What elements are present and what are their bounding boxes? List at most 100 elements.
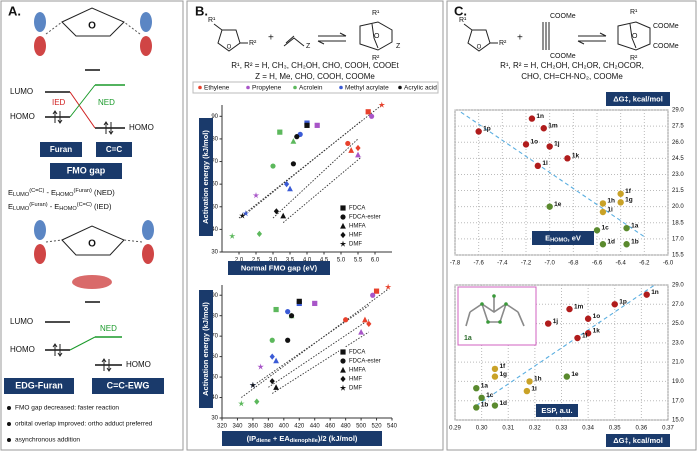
point [643, 291, 650, 298]
point [617, 190, 624, 197]
y-tick-label: 40 [211, 227, 218, 233]
mo-diagram [45, 84, 125, 135]
svg-text:O: O [477, 45, 482, 51]
legend-marker [339, 240, 347, 247]
text-part: LUMO [13, 192, 30, 198]
legend-frame [192, 81, 439, 94]
marker [269, 378, 275, 385]
label-box [50, 163, 122, 179]
bullet-text: FMO gap decreased: faster reaction [15, 405, 119, 412]
y-tick-label: 24.5 [672, 156, 684, 162]
marker [287, 185, 293, 192]
axis-title-box [606, 434, 670, 447]
x-tick-label: 2.5 [252, 258, 261, 264]
point-label: 1d [499, 400, 507, 407]
marker [304, 122, 310, 128]
axis-title-box [536, 404, 578, 417]
text-part: (C=C) [77, 202, 92, 208]
marker [249, 381, 257, 388]
legend-marker [340, 222, 346, 229]
y-tick-label: 19.0 [672, 379, 684, 385]
y-axis-title: Activation energy (kJ/mol) [201, 302, 210, 396]
marker [285, 337, 291, 343]
y-tick-label: 17.0 [672, 398, 684, 404]
x-tick-label: -7.6 [473, 261, 484, 267]
level-label: HOMO [126, 360, 151, 369]
box-label: Furan [50, 145, 72, 154]
legend-label: HMF [349, 377, 362, 383]
y-tick-label: 60 [211, 354, 218, 360]
atom [486, 320, 490, 324]
text-part: dienophile [290, 438, 318, 444]
point [584, 315, 592, 322]
point-label: 1a [631, 222, 639, 229]
point-label: 1j [553, 318, 559, 325]
x-tick-label: 0.29 [449, 426, 461, 432]
substituent-list: CHO, CH=CH-NO₂, COOMe [521, 72, 623, 81]
panel-label: A. [8, 3, 21, 18]
point [478, 394, 485, 402]
substituent: COOMe [653, 43, 679, 50]
legend-label: Ethylene [204, 85, 230, 92]
substituent: R¹ [459, 17, 467, 24]
x-tick-label: 440 [310, 424, 321, 430]
bullet [7, 438, 11, 442]
legend-label: Acrolein [299, 85, 323, 92]
marker [294, 134, 300, 140]
atom [504, 302, 508, 306]
point [599, 241, 607, 248]
text-part: + EA [271, 434, 291, 443]
legend-marker [339, 384, 347, 391]
bullet-text: orbital overlap improved: ortho adduct p… [15, 421, 153, 428]
reaction-scheme: O O [463, 21, 651, 52]
trend-line [460, 111, 645, 238]
marker [296, 298, 302, 304]
y-tick-label: 40 [211, 395, 218, 401]
point [491, 373, 499, 380]
box-label: FMO gap [67, 165, 106, 175]
marker [290, 138, 297, 144]
text-part: HOMO [59, 206, 77, 212]
ied-label: IED [52, 98, 66, 107]
x-tick-label: 0.33 [556, 426, 568, 432]
marker [369, 113, 375, 119]
text-part: ESP, a.u. [541, 406, 572, 415]
point [544, 320, 552, 327]
level-label: HOMO [10, 112, 35, 121]
ned-label: NED [98, 98, 115, 107]
point [473, 384, 480, 392]
x-tick-label: 0.36 [636, 426, 648, 432]
legend-marker [340, 349, 346, 355]
x-tick-label: 340 [232, 424, 243, 430]
point-label: 1h [607, 198, 615, 205]
y-tick-label: 70 [211, 159, 218, 165]
marker [239, 212, 246, 219]
marker-legend-frame [339, 203, 385, 250]
y-tick-label: 50 [211, 375, 218, 381]
marker [312, 300, 318, 307]
point [523, 387, 531, 395]
marker [365, 109, 371, 115]
substituent: COOMe [550, 13, 576, 20]
y-tick-label: 50 [211, 204, 218, 210]
x-tick-label: 0.37 [662, 426, 674, 432]
point-label: 1e [554, 201, 562, 208]
legend-marker [339, 85, 343, 90]
point-label: 1j [554, 141, 560, 148]
y-tick-label: 25.0 [672, 321, 684, 327]
x-tick-label: 6.0 [371, 258, 380, 264]
y-tick-label: 29.0 [672, 283, 684, 289]
formula: ELUMO(Furan) - EHOMO(C=C) (IED) [8, 202, 112, 212]
marker [348, 147, 355, 153]
point [623, 241, 630, 248]
marker [256, 230, 262, 238]
point-label: 1a [481, 382, 489, 389]
legend-marker [340, 358, 346, 364]
x-tick-label: 320 [217, 424, 228, 430]
text-part: , eV [568, 233, 581, 242]
point-label: 1n [536, 113, 544, 120]
marker [284, 181, 290, 188]
marker [343, 317, 349, 323]
marker [273, 357, 279, 364]
marker [273, 384, 279, 390]
